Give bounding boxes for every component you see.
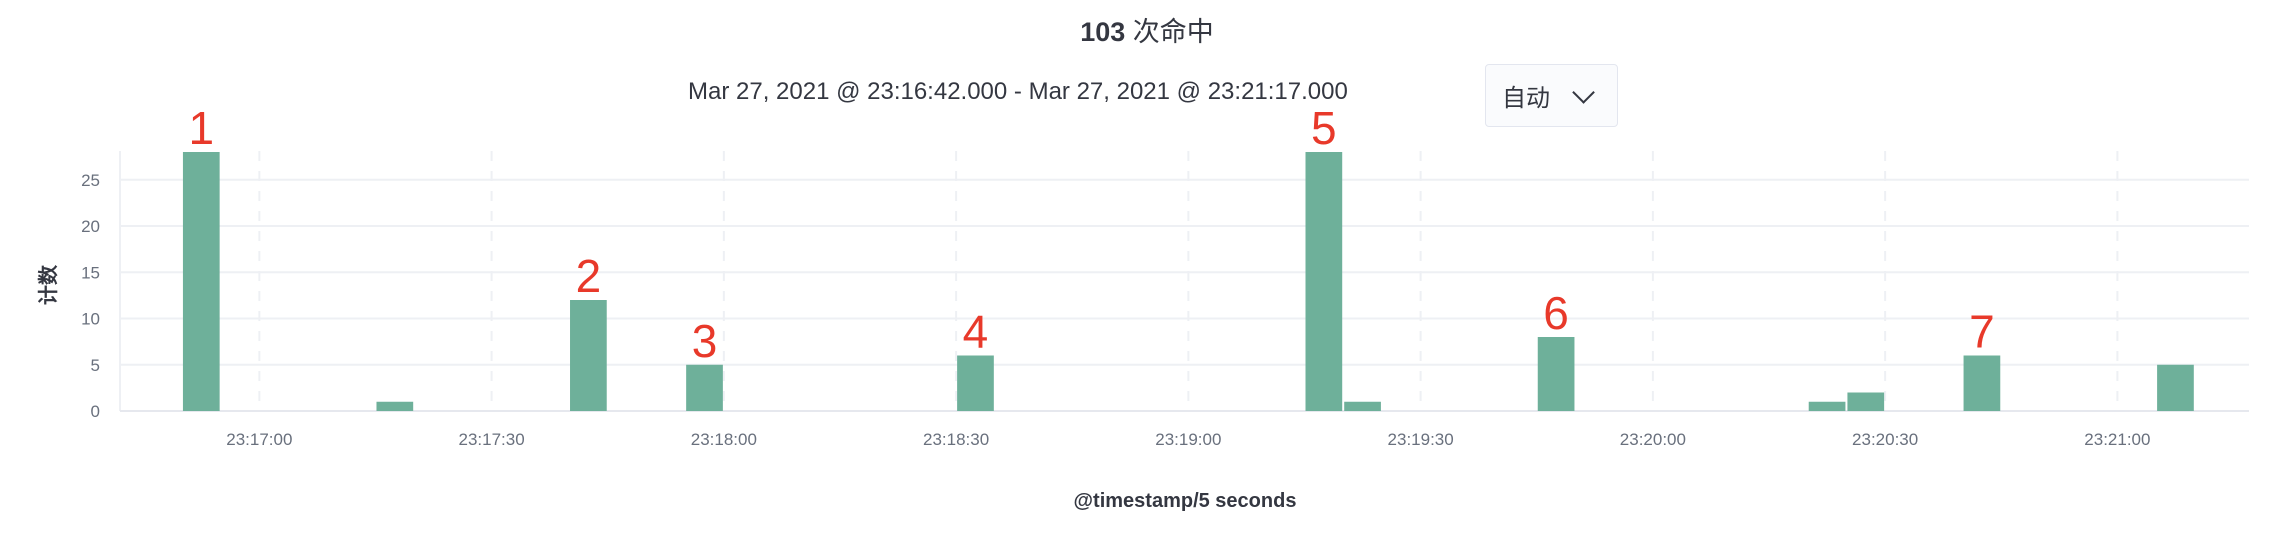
y-tick-label: 5 — [91, 356, 100, 375]
bar-annotation-label: 5 — [1311, 102, 1337, 154]
histogram-bar — [570, 300, 607, 411]
y-tick-label: 25 — [81, 171, 100, 190]
bar-annotation-label: 7 — [1969, 306, 1995, 358]
hits-label: 次命中 — [1132, 17, 1214, 47]
bar-annotation-label: 4 — [963, 306, 989, 358]
y-axis-title: 计数 — [36, 264, 60, 305]
x-tick-label: 23:20:30 — [1852, 430, 1918, 449]
x-tick-label: 23:20:00 — [1620, 430, 1686, 449]
histogram-bar — [1847, 392, 1885, 411]
histogram-bar — [1808, 401, 1846, 411]
x-tick-label: 23:19:00 — [1155, 430, 1221, 449]
bar-annotation-label: 1 — [188, 102, 214, 154]
x-tick-label: 23:18:30 — [923, 430, 989, 449]
x-tick-label: 23:18:00 — [691, 430, 757, 449]
histogram-bar — [1537, 337, 1575, 411]
histogram-bar — [376, 401, 414, 411]
histogram-bar — [1963, 355, 2001, 411]
time-range: Mar 27, 2021 @ 23:16:42.000 - Mar 27, 20… — [688, 78, 1348, 105]
histogram-bar — [1344, 401, 1381, 411]
bar-annotation-label: 3 — [692, 315, 718, 367]
x-axis-title: @timestamp/5 seconds — [1074, 490, 1297, 512]
histogram-bar — [2157, 364, 2194, 411]
y-tick-label: 10 — [81, 310, 100, 329]
bar-annotation-label: 6 — [1543, 287, 1569, 339]
x-tick-label: 23:19:30 — [1388, 430, 1454, 449]
y-tick-label: 15 — [81, 263, 100, 282]
interval-select[interactable]: 自动 — [1485, 64, 1618, 127]
x-tick-label: 23:17:00 — [226, 430, 292, 449]
histogram-bar — [957, 355, 994, 411]
hits-title: 103 次命中 — [0, 10, 2294, 49]
x-tick-label: 23:17:30 — [459, 430, 525, 449]
x-tick-label: 23:21:00 — [2084, 430, 2150, 449]
bar-annotation-label: 2 — [576, 250, 602, 302]
y-tick-label: 20 — [81, 217, 100, 236]
histogram-bar — [686, 364, 723, 411]
histogram-bar — [1305, 152, 1343, 411]
interval-value: 自动 — [1502, 85, 1550, 112]
y-tick-label: 0 — [91, 402, 100, 421]
hits-count: 103 — [1080, 17, 1126, 47]
histogram-bar — [182, 152, 220, 411]
